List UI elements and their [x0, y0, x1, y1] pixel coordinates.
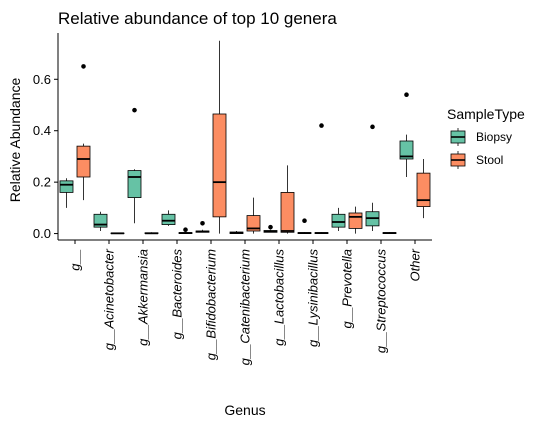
- box-biopsy: [161, 210, 176, 226]
- box-biopsy: [93, 211, 108, 231]
- x-tick-label: g__Lysinibacillus: [306, 249, 321, 348]
- box-iqr: [59, 180, 74, 193]
- outlier-point: [81, 64, 86, 69]
- y-tick-label: 0.6: [33, 72, 51, 87]
- x-tick-label: g__Bacteroides: [170, 249, 185, 340]
- box-stool: [382, 232, 397, 234]
- box-iqr: [399, 140, 414, 160]
- y-ticks: 0.0 0.2 0.4 0.6: [33, 72, 58, 241]
- box-stool: [416, 159, 431, 219]
- legend-item-biopsy: Biopsy: [448, 127, 512, 147]
- outlier-point: [302, 218, 307, 224]
- box-stool: [76, 64, 91, 201]
- box-biopsy: [127, 107, 142, 224]
- y-tick-label: 0.0: [33, 226, 51, 241]
- box-biopsy: [297, 218, 312, 234]
- box-stool: [110, 232, 125, 235]
- x-tick-label: g__Lactobacillus: [272, 249, 287, 346]
- box-stool: [348, 206, 363, 234]
- box-iqr: [280, 192, 295, 233]
- box-stool: [314, 123, 329, 234]
- x-tick-label: g__Akkermansia: [136, 249, 151, 346]
- x-tick-label: g__Bifidobacterium: [204, 249, 219, 360]
- box-stool: [280, 165, 295, 234]
- x-tick-label: g__Catenibacterium: [238, 249, 253, 366]
- y-axis-title: Relative Abundance: [7, 78, 23, 203]
- box-iqr: [246, 215, 261, 232]
- outlier-point: [404, 92, 409, 98]
- chart-title: Relative abundance of top 10 genera: [58, 9, 337, 28]
- legend: SampleType Biopsy Stool: [447, 106, 525, 170]
- legend-label: Stool: [476, 153, 503, 167]
- x-tick-label: g__Prevotella: [340, 249, 355, 329]
- box-stool: [212, 40, 227, 234]
- box-iqr: [416, 172, 431, 207]
- box-stool: [246, 197, 261, 234]
- legend-title: SampleType: [447, 106, 525, 122]
- x-tick-label: g__: [68, 249, 83, 271]
- box-biopsy: [229, 231, 244, 234]
- x-ticks: g__ g__Acinetobacter g__Akkermansia g__Bact…: [68, 240, 423, 365]
- y-tick-label: 0.2: [33, 175, 51, 190]
- box-iqr: [76, 145, 91, 178]
- outlier-point: [319, 123, 324, 128]
- y-tick-label: 0.4: [33, 123, 51, 138]
- box-biopsy: [195, 220, 210, 233]
- outlier-point: [183, 227, 188, 233]
- x-tick-label: g__Acinetobacter: [102, 248, 117, 350]
- outlier-point: [132, 107, 137, 113]
- box-iqr: [212, 113, 227, 218]
- plot-area: [59, 40, 431, 235]
- x-axis-title: Genus: [224, 402, 265, 418]
- box-biopsy: [331, 207, 346, 231]
- outlier-point: [268, 224, 273, 230]
- box-biopsy: [263, 224, 278, 233]
- box-biopsy: [59, 178, 74, 208]
- x-tick-label: g__Streptococcus: [374, 249, 389, 354]
- box-stool: [178, 227, 193, 234]
- box-iqr: [127, 170, 142, 198]
- outlier-point: [200, 220, 205, 226]
- box-stool: [144, 232, 159, 235]
- outlier-point: [370, 124, 375, 130]
- legend-label: Biopsy: [476, 130, 512, 144]
- box-iqr: [161, 213, 176, 225]
- box-iqr: [331, 213, 346, 228]
- x-tick-label: Other: [408, 248, 423, 281]
- legend-item-stool: Stool: [448, 150, 503, 170]
- box-biopsy: [365, 124, 380, 231]
- box-biopsy: [399, 92, 414, 177]
- box-iqr: [348, 212, 363, 229]
